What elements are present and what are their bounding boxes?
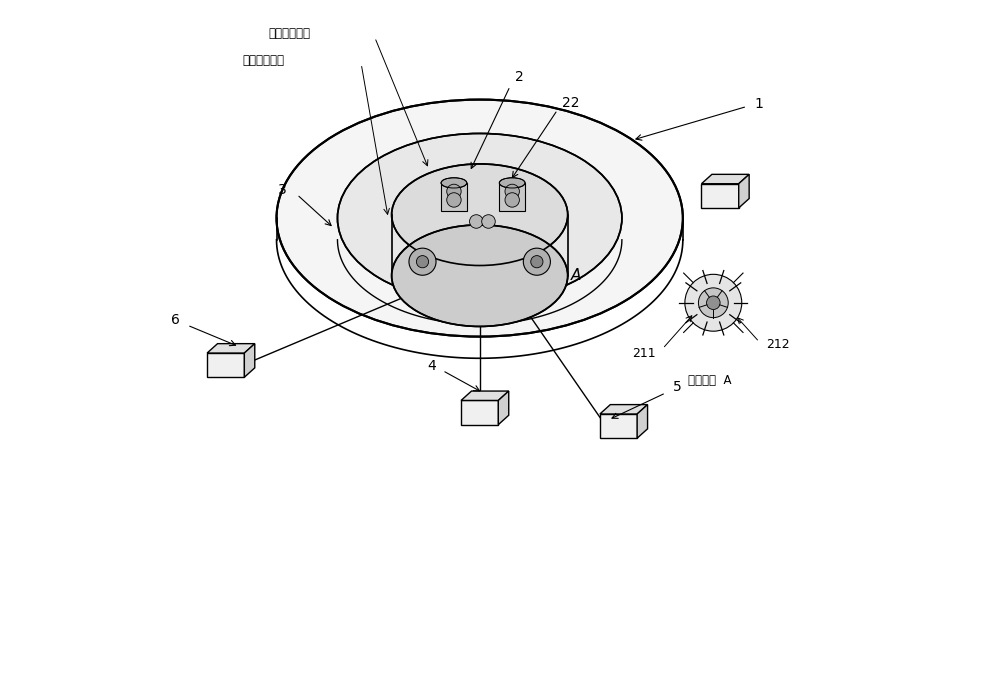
Polygon shape bbox=[701, 174, 749, 184]
Text: 211: 211 bbox=[632, 347, 656, 360]
Circle shape bbox=[482, 215, 495, 228]
Bar bbox=[600, 414, 637, 438]
Bar bbox=[461, 401, 498, 424]
Polygon shape bbox=[637, 405, 648, 438]
Text: 4: 4 bbox=[427, 359, 436, 373]
Polygon shape bbox=[207, 343, 255, 353]
Bar bbox=[441, 183, 467, 211]
Ellipse shape bbox=[441, 177, 467, 188]
Text: 6: 6 bbox=[171, 313, 180, 326]
Text: 2: 2 bbox=[515, 70, 524, 84]
Ellipse shape bbox=[337, 133, 622, 303]
Ellipse shape bbox=[277, 99, 683, 337]
Polygon shape bbox=[600, 405, 648, 414]
Circle shape bbox=[505, 192, 519, 207]
Circle shape bbox=[447, 184, 461, 199]
Ellipse shape bbox=[392, 225, 568, 326]
Bar bbox=[499, 183, 525, 211]
Text: 5: 5 bbox=[673, 380, 681, 394]
Circle shape bbox=[698, 288, 728, 318]
Ellipse shape bbox=[392, 164, 568, 265]
Text: 水平绳轮单元: 水平绳轮单元 bbox=[243, 54, 285, 67]
Circle shape bbox=[470, 215, 483, 228]
Bar bbox=[207, 353, 244, 377]
Text: 212: 212 bbox=[766, 338, 790, 352]
Text: 22: 22 bbox=[562, 96, 580, 110]
Polygon shape bbox=[498, 391, 509, 424]
Circle shape bbox=[409, 248, 436, 275]
Bar bbox=[701, 184, 739, 208]
Circle shape bbox=[707, 296, 720, 309]
Polygon shape bbox=[244, 343, 255, 377]
Circle shape bbox=[523, 248, 550, 275]
Ellipse shape bbox=[499, 177, 525, 188]
Text: 3: 3 bbox=[278, 183, 287, 197]
Circle shape bbox=[685, 274, 742, 331]
Circle shape bbox=[531, 256, 543, 268]
Polygon shape bbox=[739, 174, 749, 208]
Polygon shape bbox=[461, 391, 509, 401]
Circle shape bbox=[447, 192, 461, 207]
Text: 1: 1 bbox=[754, 97, 763, 112]
Text: 局部视图  A: 局部视图 A bbox=[688, 374, 732, 387]
Text: 竖直绳轮单元: 竖直绳轮单元 bbox=[268, 27, 310, 40]
Circle shape bbox=[416, 256, 429, 268]
Circle shape bbox=[505, 184, 519, 199]
Text: A: A bbox=[571, 268, 581, 283]
